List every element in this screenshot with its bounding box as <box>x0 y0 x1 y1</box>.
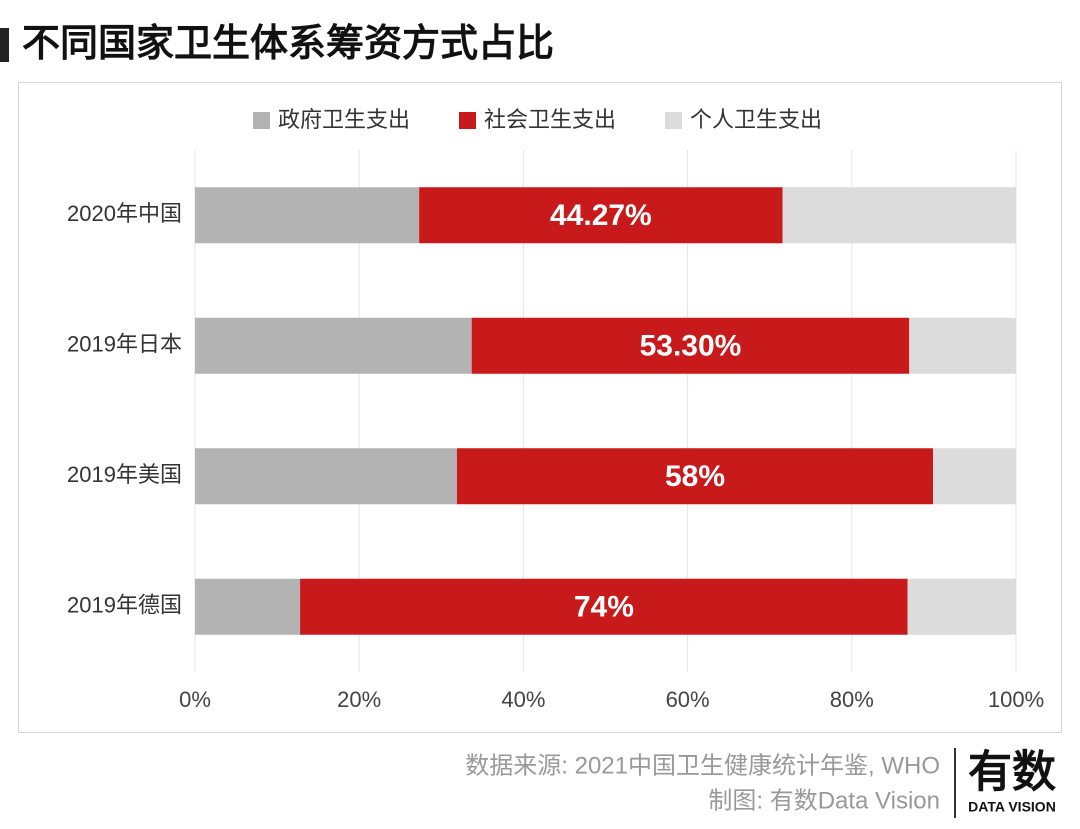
plot-frame <box>18 82 1062 733</box>
legend-swatch <box>459 112 476 129</box>
bar-segment <box>933 448 1016 505</box>
source-note: 数据来源: 2021中国卫生健康统计年鉴, WHO <box>465 752 940 779</box>
legend-swatch <box>665 112 682 129</box>
bar-segment <box>419 187 783 244</box>
credit-note: 制图: 有数Data Vision <box>708 787 940 814</box>
x-tick-label: 20% <box>337 687 381 712</box>
y-tick-label: 2019年日本 <box>67 332 182 357</box>
y-tick-label: 2019年美国 <box>67 462 182 487</box>
logo-subtitle: DATA VISION <box>968 799 1056 815</box>
bar-segment <box>456 448 934 505</box>
data-label: 74% <box>574 591 634 624</box>
legend-swatch <box>253 112 270 129</box>
bar-segment <box>300 578 908 635</box>
x-tick-label: 100% <box>988 687 1044 712</box>
y-tick-label: 2020年中国 <box>67 201 182 226</box>
bar-segment <box>909 317 1016 374</box>
bar-segment <box>907 578 1016 635</box>
bar-segment <box>195 317 472 374</box>
x-tick-label: 80% <box>830 687 874 712</box>
data-label: 44.27% <box>550 199 652 232</box>
data-label: 53.30% <box>640 330 742 363</box>
chart-title: 不同国家卫生体系筹资方式占比 <box>22 23 554 65</box>
x-tick-label: 0% <box>179 687 211 712</box>
data-label: 58% <box>665 460 725 493</box>
x-tick-label: 60% <box>666 687 710 712</box>
legend-label: 社会卫生支出 <box>484 107 616 132</box>
bar-segment <box>195 578 301 635</box>
legend-label: 个人卫生支出 <box>690 107 822 132</box>
bar-segment <box>471 317 910 374</box>
bar-segment <box>195 448 457 505</box>
bar-segment <box>782 187 1016 244</box>
x-tick-label: 40% <box>501 687 545 712</box>
bar-segment <box>195 187 420 244</box>
logo: 有数 <box>968 748 1056 797</box>
title-marker <box>0 28 9 62</box>
y-tick-label: 2019年德国 <box>67 593 182 618</box>
legend-label: 政府卫生支出 <box>278 107 410 132</box>
